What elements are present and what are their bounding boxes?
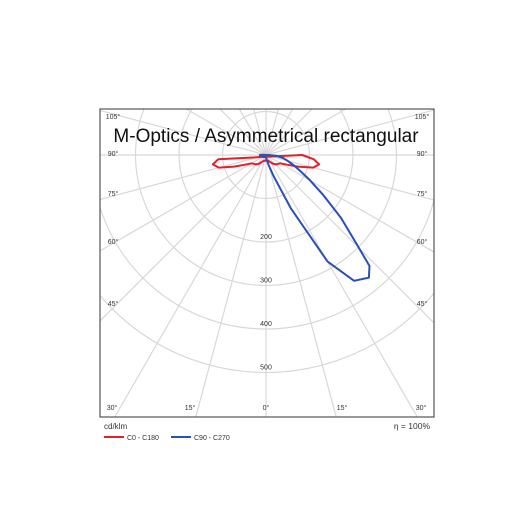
angle-labels: 105° 90° 75° 60° 45° 105° 90° 75° 60° 45° 30° 15° 0°…	[106, 113, 430, 412]
grid-spoke	[100, 154, 267, 252]
radial-tick-label: 500	[260, 365, 272, 372]
angle-label-bottom: 0°	[263, 404, 270, 412]
angle-label-bottom: 30°	[107, 404, 118, 412]
chart-frame	[99, 108, 435, 418]
radial-tick-labels: 200 300 400 500	[260, 234, 272, 372]
grid-spoke	[265, 154, 434, 253]
grid-spoke	[100, 154, 267, 322]
angle-label-right: 105°	[415, 113, 430, 121]
radial-tick-label: 400	[260, 321, 272, 328]
radial-tick-label: 300	[260, 278, 272, 285]
curve-c0-c180	[211, 154, 321, 169]
angle-label-left: 90°	[108, 150, 119, 158]
grid-spoke	[265, 109, 434, 156]
radial-tick-label: 200	[260, 234, 272, 241]
angle-label-left: 75°	[108, 190, 119, 198]
grid-spoke	[265, 109, 347, 156]
legend-label-c90-c270: C90 - C270	[194, 435, 230, 442]
angle-label-bottom: 30°	[416, 404, 427, 412]
angle-label-right: 60°	[417, 238, 428, 246]
chart-title: M-Optics / Asymmetrical rectangular	[113, 126, 419, 147]
grid-spoke	[100, 154, 267, 201]
grid-spoke	[195, 154, 267, 417]
unit-label: cd/klm	[104, 422, 127, 431]
grid-spoke	[185, 109, 267, 156]
grid-spoke	[265, 154, 434, 201]
grid-spoke	[265, 154, 418, 417]
angle-label-left: 45°	[108, 300, 119, 308]
efficiency-label: η = 100%	[394, 421, 431, 431]
grid-spoke	[265, 154, 337, 417]
angle-label-right: 45°	[417, 300, 428, 308]
grid-spoke	[114, 154, 267, 417]
angle-label-bottom: 15°	[337, 404, 348, 412]
angle-label-right: 90°	[417, 150, 428, 158]
angle-label-left: 60°	[108, 238, 119, 246]
intensity-curves	[211, 153, 371, 282]
angle-label-bottom: 15°	[185, 404, 196, 412]
curve-c90-c270	[258, 153, 371, 282]
angle-label-left: 105°	[106, 113, 121, 121]
grid-spoke	[265, 154, 434, 324]
legend-label-c0-c180: C0 - C180	[127, 435, 159, 442]
grid-spoke	[100, 109, 267, 156]
angle-label-right: 75°	[417, 190, 428, 198]
legend: C0 - C180 C90 - C270	[104, 435, 230, 442]
